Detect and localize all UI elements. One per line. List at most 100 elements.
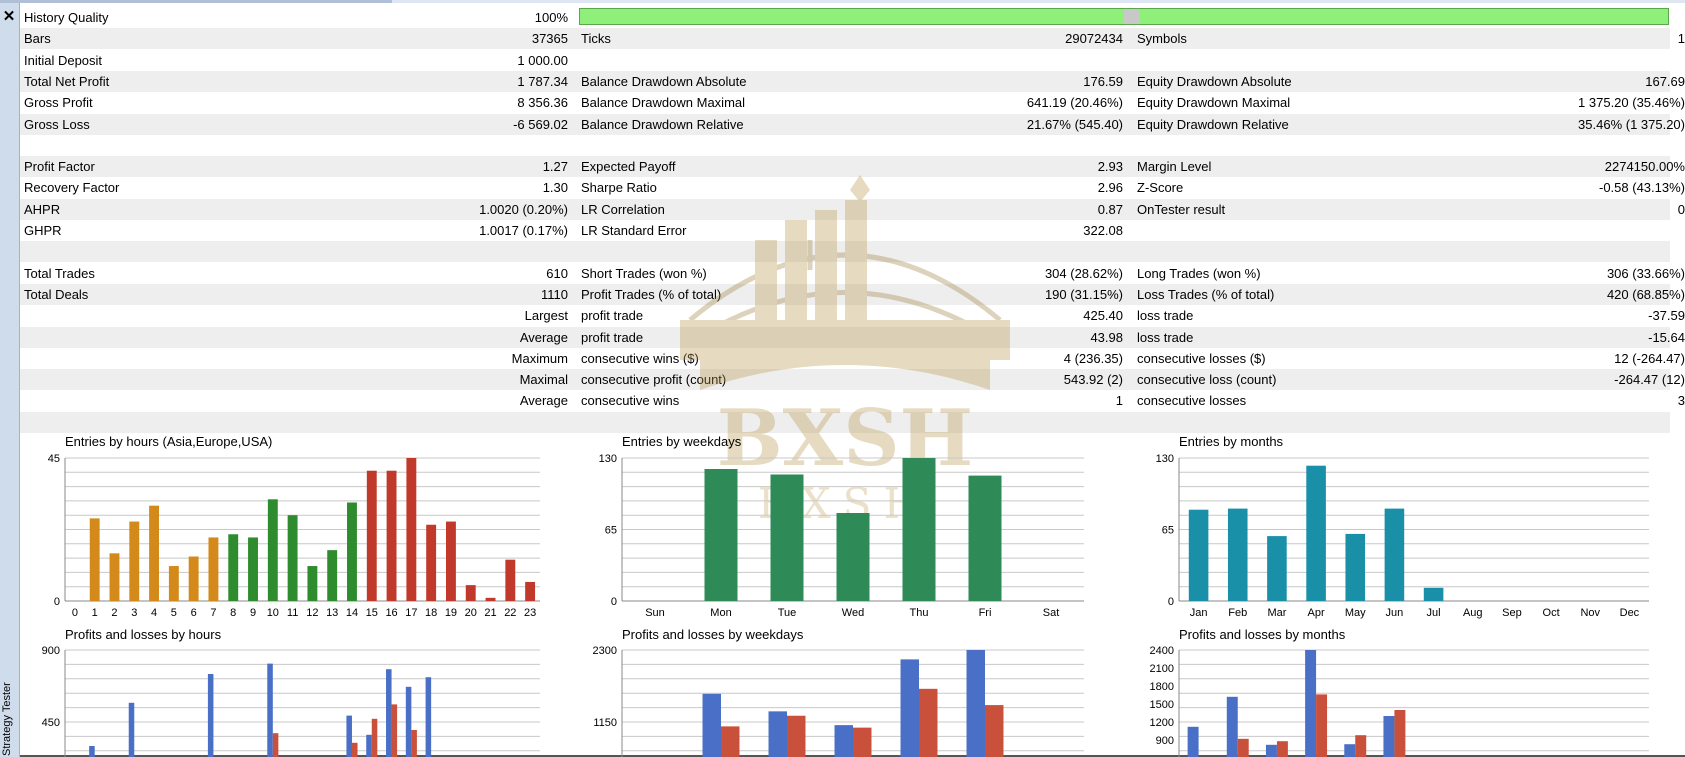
chart-title: Entries by months (1179, 434, 1284, 449)
x-tick-label: Nov (1580, 607, 1600, 619)
loss-bar (1237, 738, 1249, 757)
bar (836, 513, 870, 601)
stat-value: 1 000.00 (517, 52, 568, 68)
chart-title: Entries by weekdays (622, 434, 742, 449)
stat-value: 420 (68.85%) (1606, 286, 1685, 302)
x-tick-label: 7 (210, 607, 216, 619)
chart-title: Profits and losses by weekdays (622, 627, 804, 642)
bar (902, 458, 936, 601)
bar (89, 518, 100, 601)
profit-bar (386, 669, 392, 757)
stat-value: -6 569.02 (513, 116, 568, 132)
stat-value: Average (519, 329, 568, 345)
stat-label: LR Standard Error (581, 223, 687, 238)
stat-value: 306 (33.66%) (1606, 265, 1685, 281)
y-tick-label: 130 (599, 453, 617, 465)
bar (307, 566, 318, 601)
history-quality-marker (1124, 9, 1140, 24)
chart-title: Profits and losses by months (1179, 627, 1346, 642)
stat-label: Profit Trades (% of total) (581, 286, 722, 302)
stat-label: History Quality (24, 10, 109, 25)
report-row (20, 241, 1670, 263)
x-tick-label: 19 (445, 607, 457, 619)
profit-bar (900, 659, 919, 757)
bar (168, 566, 179, 601)
bar (366, 470, 377, 601)
stat-label: profit trade (581, 329, 644, 345)
stat-value: -37.59 (1648, 308, 1685, 324)
bar (129, 521, 140, 601)
profit-bar (834, 725, 853, 757)
stat-label: Z-Score (1137, 180, 1184, 196)
bar (267, 499, 278, 601)
x-tick-label: 9 (250, 607, 256, 619)
loss-bar (351, 742, 358, 757)
stat-value: 0.87 (1097, 201, 1123, 217)
y-tick-label: 450 (42, 717, 60, 729)
stat-label: Profit Factor (24, 159, 95, 175)
y-tick-label: 1500 (1150, 699, 1174, 711)
bar (188, 556, 199, 601)
report-row (20, 411, 1670, 433)
stat-value: Maximal (519, 372, 568, 388)
x-tick-label: Sep (1502, 607, 1522, 619)
x-tick-label: 15 (366, 607, 378, 619)
report-row: GHPR 1.0017 (0.17%) LR Standard Error 322.0… (20, 220, 1670, 241)
profit-bar (702, 693, 721, 757)
y-tick-label: 0 (611, 596, 617, 608)
x-tick-label: 10 (267, 607, 279, 619)
stat-value: 1 787.34 (517, 73, 568, 89)
x-tick-label: 12 (306, 607, 318, 619)
x-tick-label: 0 (72, 607, 78, 619)
stat-label: consecutive wins (581, 393, 680, 409)
stat-label: Total Trades (24, 265, 95, 281)
profit-bar (966, 650, 985, 757)
bar (1423, 587, 1444, 601)
report-row: Total Trades 610 Short Trades (won %) 304 (… (20, 263, 1685, 284)
stat-value: 37365 (531, 31, 568, 47)
x-tick-label: Jan (1190, 607, 1208, 619)
y-tick-label: 130 (1156, 453, 1174, 465)
profit-bar (1305, 650, 1317, 757)
stat-label: Balance Drawdown Maximal (581, 95, 746, 111)
stat-label: Loss Trades (% of total) (1137, 286, 1275, 302)
active-tab-indicator[interactable] (0, 0, 392, 3)
x-tick-label: May (1345, 607, 1366, 619)
stat-value: 4 (236.35) (1063, 350, 1123, 366)
x-tick-label: 11 (287, 607, 298, 619)
profit-bar (128, 702, 135, 757)
report-row: History Quality 100% (20, 7, 1670, 28)
stat-label: Margin Level (1137, 159, 1212, 175)
report-row: Profit Factor 1.27 Expected Payoff 2.93 Marg… (20, 156, 1685, 178)
report-row: Largest profit trade 425.40 loss trade -37.5… (20, 305, 1685, 326)
report-row: Bars 37365 Ticks 29072434 Symbols 1 (20, 28, 1685, 50)
profit-bar (1187, 726, 1199, 757)
profit-bar (768, 711, 787, 757)
bar (968, 475, 1002, 601)
profit-bar (1226, 696, 1238, 757)
y-tick-label: 900 (42, 645, 60, 657)
loss-bar (272, 733, 279, 757)
bar (465, 585, 476, 601)
report-row: Recovery Factor 1.30 Sharpe Ratio 2.96 Z-Sco… (20, 177, 1685, 198)
sidebar-title: Strategy Tester (1, 682, 13, 756)
bar (426, 524, 437, 601)
bar (287, 515, 298, 601)
bar (770, 474, 804, 601)
loss-bar (371, 718, 378, 757)
y-tick-label: 0 (54, 596, 60, 608)
x-tick-label: Apr (1308, 607, 1325, 619)
x-tick-label: Dec (1620, 607, 1640, 619)
x-tick-label: Mon (710, 607, 731, 619)
close-icon[interactable]: ✕ (2, 8, 16, 25)
loss-bar (1394, 710, 1406, 757)
stat-label: Expected Payoff (581, 159, 676, 175)
stat-value: 1 375.20 (35.46%) (1578, 95, 1685, 111)
bar (406, 458, 417, 601)
tester-sidebar: ✕ Strategy Tester (0, 3, 20, 757)
stat-label: Equity Drawdown Maximal (1137, 95, 1291, 111)
stat-label: Ticks (581, 31, 611, 47)
stat-label: Recovery Factor (24, 180, 120, 196)
stat-value: 1.0020 (0.20%) (479, 201, 568, 217)
